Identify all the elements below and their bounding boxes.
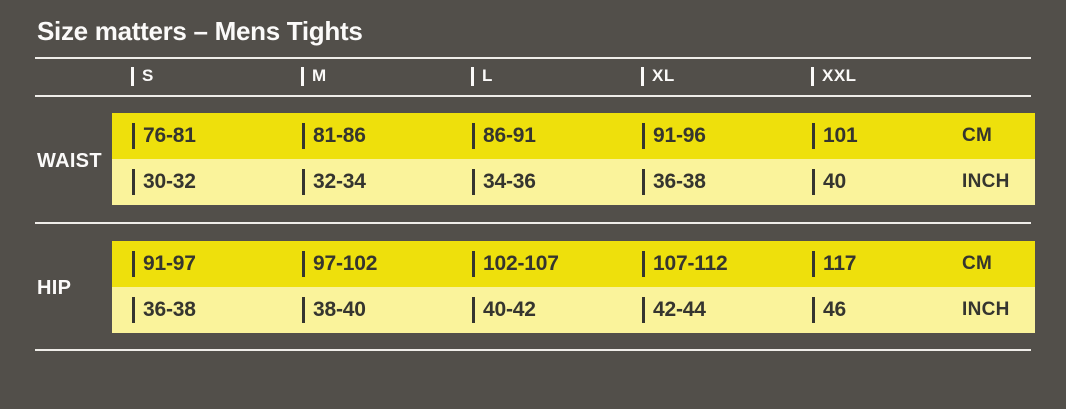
value-cell: 107-112	[622, 251, 792, 277]
tick-mark-icon	[642, 169, 645, 195]
page-title: Size matters – Mens Tights	[37, 16, 363, 46]
waist-table: 76-81 81-86 86-91 91-96 101 CM	[112, 113, 1035, 205]
tick-mark-icon	[471, 66, 474, 86]
size-header-label: L	[482, 66, 493, 85]
value-cell: 32-34	[282, 169, 452, 195]
size-header-l: L	[452, 66, 622, 86]
value-text: 117	[823, 252, 857, 275]
value-text: 107-112	[653, 252, 728, 275]
unit-cell: INCH	[962, 299, 1035, 321]
unit-label: INCH	[962, 299, 1010, 320]
tick-mark-icon	[472, 169, 475, 195]
value-text: 40-42	[483, 298, 536, 321]
size-header-row: S M L XL XXL	[112, 57, 1035, 95]
tick-mark-icon	[302, 123, 305, 149]
value-cell: 46	[792, 297, 962, 323]
tick-mark-icon	[302, 169, 305, 195]
divider-top	[35, 57, 1031, 59]
value-cell: 117	[792, 251, 962, 277]
unit-label: CM	[962, 125, 993, 146]
size-header-label: XXL	[822, 66, 857, 85]
hip-inch-row: 36-38 38-40 40-42 42-44 46 INCH	[112, 287, 1035, 333]
tick-mark-icon	[642, 251, 645, 277]
divider-under-header	[35, 95, 1031, 97]
tick-mark-icon	[302, 251, 305, 277]
value-text: 38-40	[313, 298, 366, 321]
size-header-label: XL	[652, 66, 675, 85]
divider-between-sections	[35, 222, 1031, 224]
value-cell: 101	[792, 123, 962, 149]
value-cell: 38-40	[282, 297, 452, 323]
value-text: 91-97	[143, 252, 196, 275]
tick-mark-icon	[472, 123, 475, 149]
tick-mark-icon	[642, 123, 645, 149]
value-text: 32-34	[313, 170, 366, 193]
value-cell: 86-91	[452, 123, 622, 149]
unit-cell: INCH	[962, 171, 1035, 193]
tick-mark-icon	[642, 297, 645, 323]
value-cell: 30-32	[112, 169, 282, 195]
value-text: 81-86	[313, 124, 366, 147]
size-header-xxl: XXL	[792, 66, 962, 86]
tick-mark-icon	[472, 251, 475, 277]
value-cell: 81-86	[282, 123, 452, 149]
waist-inch-row: 30-32 32-34 34-36 36-38 40 INCH	[112, 159, 1035, 205]
value-text: 101	[823, 124, 858, 147]
unit-label: INCH	[962, 171, 1010, 192]
tick-mark-icon	[301, 66, 304, 86]
tick-mark-icon	[132, 123, 135, 149]
value-cell: 36-38	[112, 297, 282, 323]
unit-label: CM	[962, 253, 993, 274]
size-header-label: S	[142, 66, 154, 85]
value-text: 97-102	[313, 252, 378, 275]
value-cell: 36-38	[622, 169, 792, 195]
section-label-hip: HIP	[37, 277, 72, 299]
value-text: 34-36	[483, 170, 536, 193]
value-text: 36-38	[653, 170, 706, 193]
tick-mark-icon	[132, 169, 135, 195]
tick-mark-icon	[812, 123, 815, 149]
value-cell: 42-44	[622, 297, 792, 323]
tick-mark-icon	[132, 297, 135, 323]
value-text: 102-107	[483, 252, 559, 275]
value-cell: 40-42	[452, 297, 622, 323]
divider-bottom	[35, 349, 1031, 351]
size-header-xl: XL	[622, 66, 792, 86]
value-text: 86-91	[483, 124, 536, 147]
value-cell: 97-102	[282, 251, 452, 277]
value-cell: 34-36	[452, 169, 622, 195]
value-cell: 91-96	[622, 123, 792, 149]
hip-cm-row: 91-97 97-102 102-107 107-112 117 CM	[112, 241, 1035, 287]
value-text: 46	[823, 298, 846, 321]
tick-mark-icon	[302, 297, 305, 323]
size-header-m: M	[282, 66, 452, 86]
value-text: 30-32	[143, 170, 196, 193]
value-cell: 76-81	[112, 123, 282, 149]
value-text: 36-38	[143, 298, 196, 321]
waist-cm-row: 76-81 81-86 86-91 91-96 101 CM	[112, 113, 1035, 159]
unit-cell: CM	[962, 253, 1035, 275]
value-text: 91-96	[653, 124, 706, 147]
value-cell: 91-97	[112, 251, 282, 277]
tick-mark-icon	[811, 66, 814, 86]
value-text: 42-44	[653, 298, 706, 321]
section-label-waist: WAIST	[37, 150, 102, 172]
tick-mark-icon	[472, 297, 475, 323]
tick-mark-icon	[131, 66, 134, 86]
value-cell: 40	[792, 169, 962, 195]
tick-mark-icon	[812, 297, 815, 323]
value-text: 76-81	[143, 124, 196, 147]
value-text: 40	[823, 170, 846, 193]
tick-mark-icon	[641, 66, 644, 86]
size-header-label: M	[312, 66, 327, 85]
hip-table: 91-97 97-102 102-107 107-112 117 CM	[112, 241, 1035, 333]
value-cell: 102-107	[452, 251, 622, 277]
size-header-s: S	[112, 66, 282, 86]
tick-mark-icon	[812, 169, 815, 195]
tick-mark-icon	[132, 251, 135, 277]
unit-cell: CM	[962, 125, 1035, 147]
tick-mark-icon	[812, 251, 815, 277]
